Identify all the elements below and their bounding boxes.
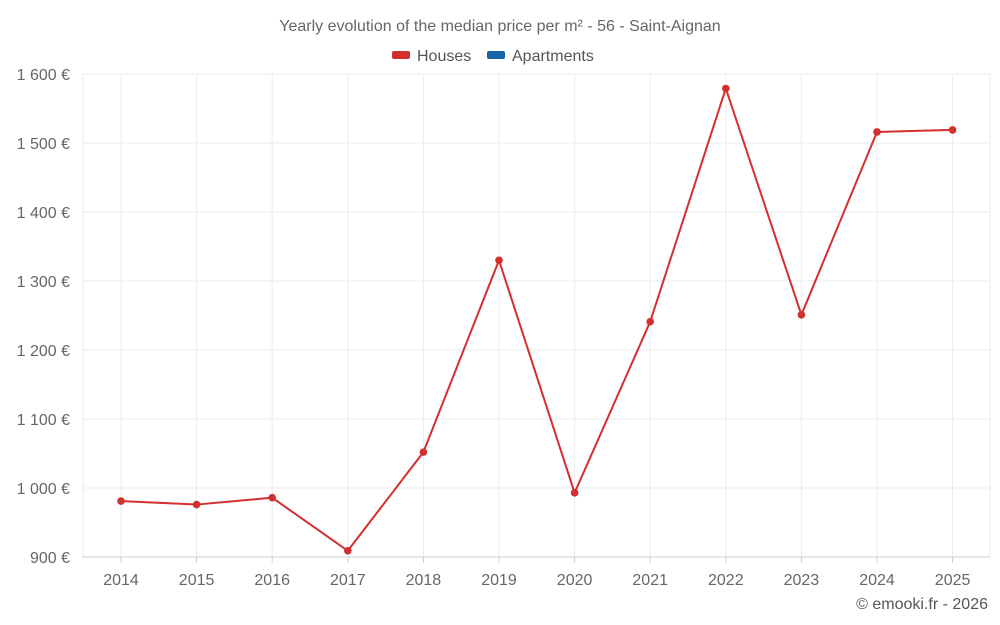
y-tick-label: 1 000 € [17,481,70,498]
x-tick-label: 2025 [935,572,971,589]
y-tick-label: 1 400 € [17,205,70,222]
x-tick-label: 2020 [557,572,593,589]
data-point-houses[interactable] [268,493,277,502]
x-tick-label: 2024 [859,572,895,589]
data-point-houses[interactable] [797,311,806,319]
x-tick-label: 2014 [103,572,139,589]
chart-title: Yearly evolution of the median price per… [279,18,720,35]
x-tick-label: 2019 [481,572,517,589]
data-point-houses[interactable] [495,256,503,265]
grid [82,73,991,557]
data-point-houses[interactable] [722,84,730,93]
series-line-houses [120,87,953,552]
data-point-houses[interactable] [117,497,125,505]
legend-swatch-houses [392,51,410,59]
x-axis: 2014 2015 2016 2017 2018 2019 2020 2021 2022 2023… [83,556,990,589]
x-tick-label: 2017 [330,572,366,589]
data-point-houses[interactable] [646,317,654,326]
x-tick-label: 2016 [254,572,290,589]
legend-item-apartments[interactable]: Apartments [487,48,594,65]
y-tick-label: 1 600 € [17,67,70,84]
legend-label-houses: Houses [417,48,471,65]
data-point-houses[interactable] [419,448,428,456]
x-tick-label: 2021 [632,572,668,589]
data-point-houses[interactable] [344,546,352,555]
y-tick-label: 900 € [30,550,70,567]
data-point-houses[interactable] [570,489,579,497]
legend: Houses Apartments [392,48,594,65]
data-point-houses[interactable] [873,128,881,136]
legend-item-houses[interactable]: Houses [392,48,471,65]
y-tick-label: 1 500 € [17,136,70,153]
y-tick-label: 1 300 € [17,274,70,291]
data-point-houses[interactable] [192,500,201,509]
y-axis: 900 € 1 000 € 1 100 € 1 200 € 1 300 € 1 400 €… [17,67,70,567]
legend-label-apartments: Apartments [512,48,594,65]
credit-text: © emooki.fr - 2026 [856,596,988,613]
x-tick-label: 2018 [406,572,442,589]
series-layer [117,84,957,555]
y-tick-label: 1 200 € [17,343,70,360]
data-point-houses[interactable] [948,126,957,134]
x-tick-label: 2015 [179,572,215,589]
legend-swatch-apartments [487,51,505,59]
x-tick-label: 2023 [784,572,820,589]
x-tick-label: 2022 [708,572,744,589]
y-tick-label: 1 100 € [17,412,70,429]
